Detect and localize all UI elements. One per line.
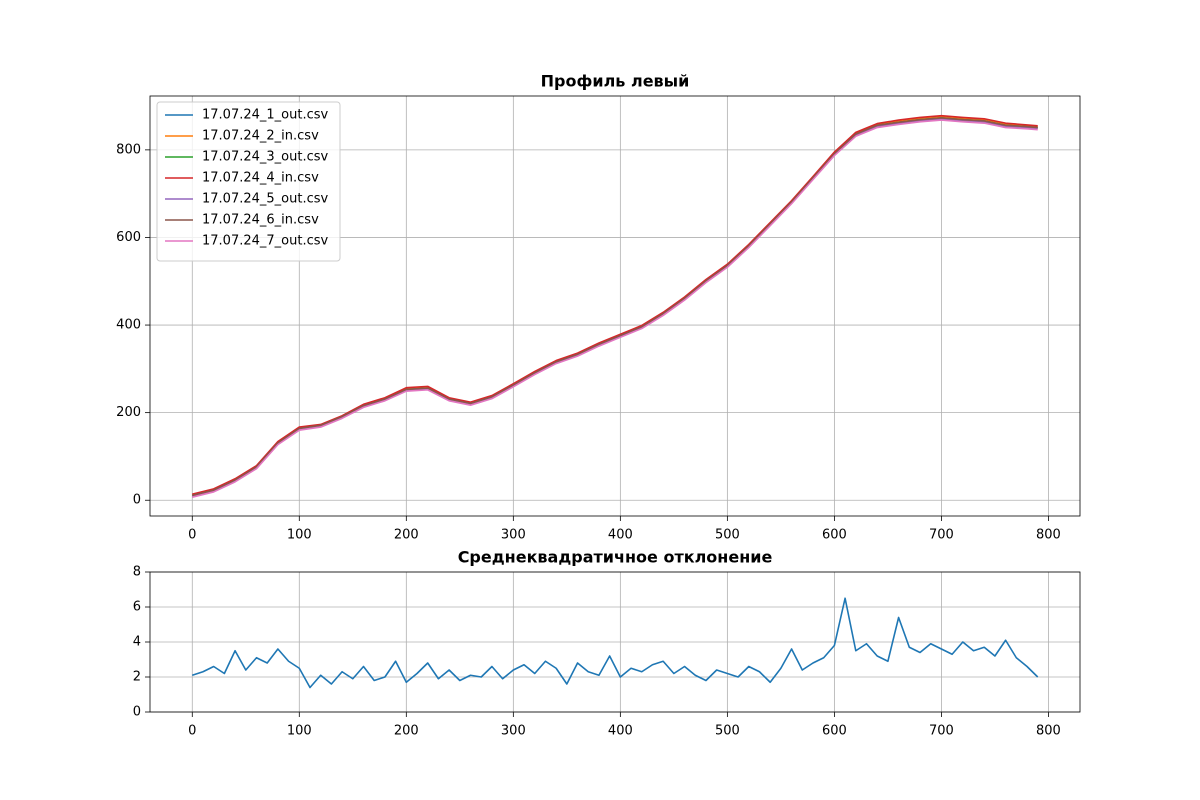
data-line: [192, 117, 1038, 497]
data-line: [192, 117, 1038, 498]
x-tick-label: 800: [1036, 528, 1061, 543]
y-tick-label: 4: [133, 635, 141, 650]
x-tick-label: 0: [188, 724, 196, 739]
chart-title: Среднеквадратичное отклонение: [458, 548, 773, 567]
y-tick-label: 800: [116, 142, 141, 157]
legend-label: 17.07.24_3_out.csv: [202, 150, 329, 165]
y-tick-label: 6: [133, 600, 141, 615]
y-tick-label: 2: [133, 670, 141, 685]
x-tick-label: 800: [1036, 724, 1061, 739]
x-tick-label: 200: [394, 724, 419, 739]
x-tick-label: 600: [822, 528, 847, 543]
axes-frame: [149, 571, 1081, 713]
y-tick-label: 8: [133, 565, 141, 580]
x-tick-label: 0: [188, 528, 196, 543]
x-tick-label: 700: [929, 528, 954, 543]
y-tick-label: 400: [116, 318, 141, 333]
legend-label: 17.07.24_7_out.csv: [202, 234, 329, 249]
data-line: [192, 114, 1038, 495]
legend-label: 17.07.24_6_in.csv: [202, 213, 319, 228]
x-tick-label: 500: [715, 528, 740, 543]
y-tick-label: 600: [116, 230, 141, 245]
x-tick-label: 300: [501, 528, 526, 543]
legend-label: 17.07.24_5_out.csv: [202, 192, 329, 207]
legend-label: 17.07.24_4_in.csv: [202, 171, 319, 186]
y-tick-label: 0: [133, 493, 141, 508]
x-tick-label: 600: [822, 724, 847, 739]
x-tick-label: 700: [929, 724, 954, 739]
y-tick-label: 0: [133, 705, 141, 720]
x-tick-label: 500: [715, 724, 740, 739]
legend-label: 17.07.24_1_out.csv: [202, 108, 329, 123]
legend-label: 17.07.24_2_in.csv: [202, 129, 319, 144]
legend-box: [156, 101, 341, 262]
x-tick-label: 100: [287, 528, 312, 543]
data-line: [192, 597, 1039, 689]
x-tick-label: 100: [287, 724, 312, 739]
axes-frame: [149, 95, 1081, 517]
x-tick-label: 400: [608, 724, 633, 739]
chart-title: Профиль левый: [541, 72, 690, 91]
y-tick-label: 200: [116, 405, 141, 420]
data-line: [192, 119, 1038, 498]
x-tick-label: 400: [608, 528, 633, 543]
x-tick-label: 300: [501, 724, 526, 739]
x-tick-label: 200: [394, 528, 419, 543]
